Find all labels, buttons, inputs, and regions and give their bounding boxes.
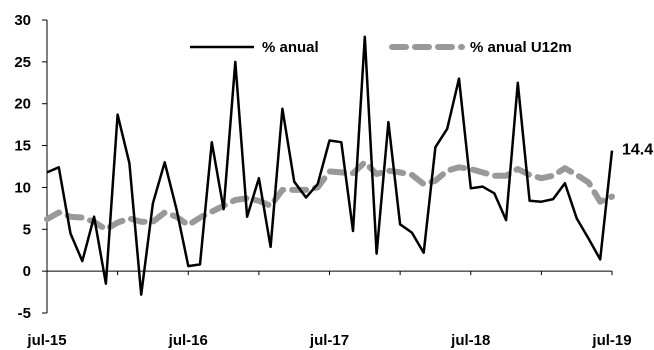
legend-label-0: % anual <box>262 39 319 56</box>
series-line-1 <box>44 159 615 233</box>
y-tick-label: -5 <box>18 305 31 322</box>
x-tick-label: jul-15 <box>26 332 66 349</box>
legend-label-1: % anual U12m <box>470 39 572 56</box>
y-tick-label: 25 <box>14 54 31 71</box>
legend: % anual % anual U12m <box>190 39 572 56</box>
data-labels: 14.4 <box>622 142 653 159</box>
y-axis-ticks: -5 0 5 10 15 20 25 30 <box>14 12 47 322</box>
series-layer <box>44 35 615 296</box>
y-tick-label: 30 <box>14 12 31 29</box>
x-tick-label: jul-18 <box>450 332 490 349</box>
x-tick-label: jul-16 <box>168 332 208 349</box>
y-tick-label: 20 <box>14 96 31 113</box>
y-tick-label: 5 <box>23 221 31 238</box>
x-tick-label: jul-19 <box>591 332 631 349</box>
series-line-0 <box>46 35 614 296</box>
data-label: 14.4 <box>622 142 653 159</box>
x-tick-label: jul-17 <box>309 332 349 349</box>
y-tick-label: 10 <box>14 179 31 196</box>
x-axis-ticks: jul-15 jul-16 jul-17 jul-18 jul-19 <box>26 271 632 349</box>
y-tick-label: 0 <box>23 263 31 280</box>
y-tick-label: 15 <box>14 138 31 155</box>
